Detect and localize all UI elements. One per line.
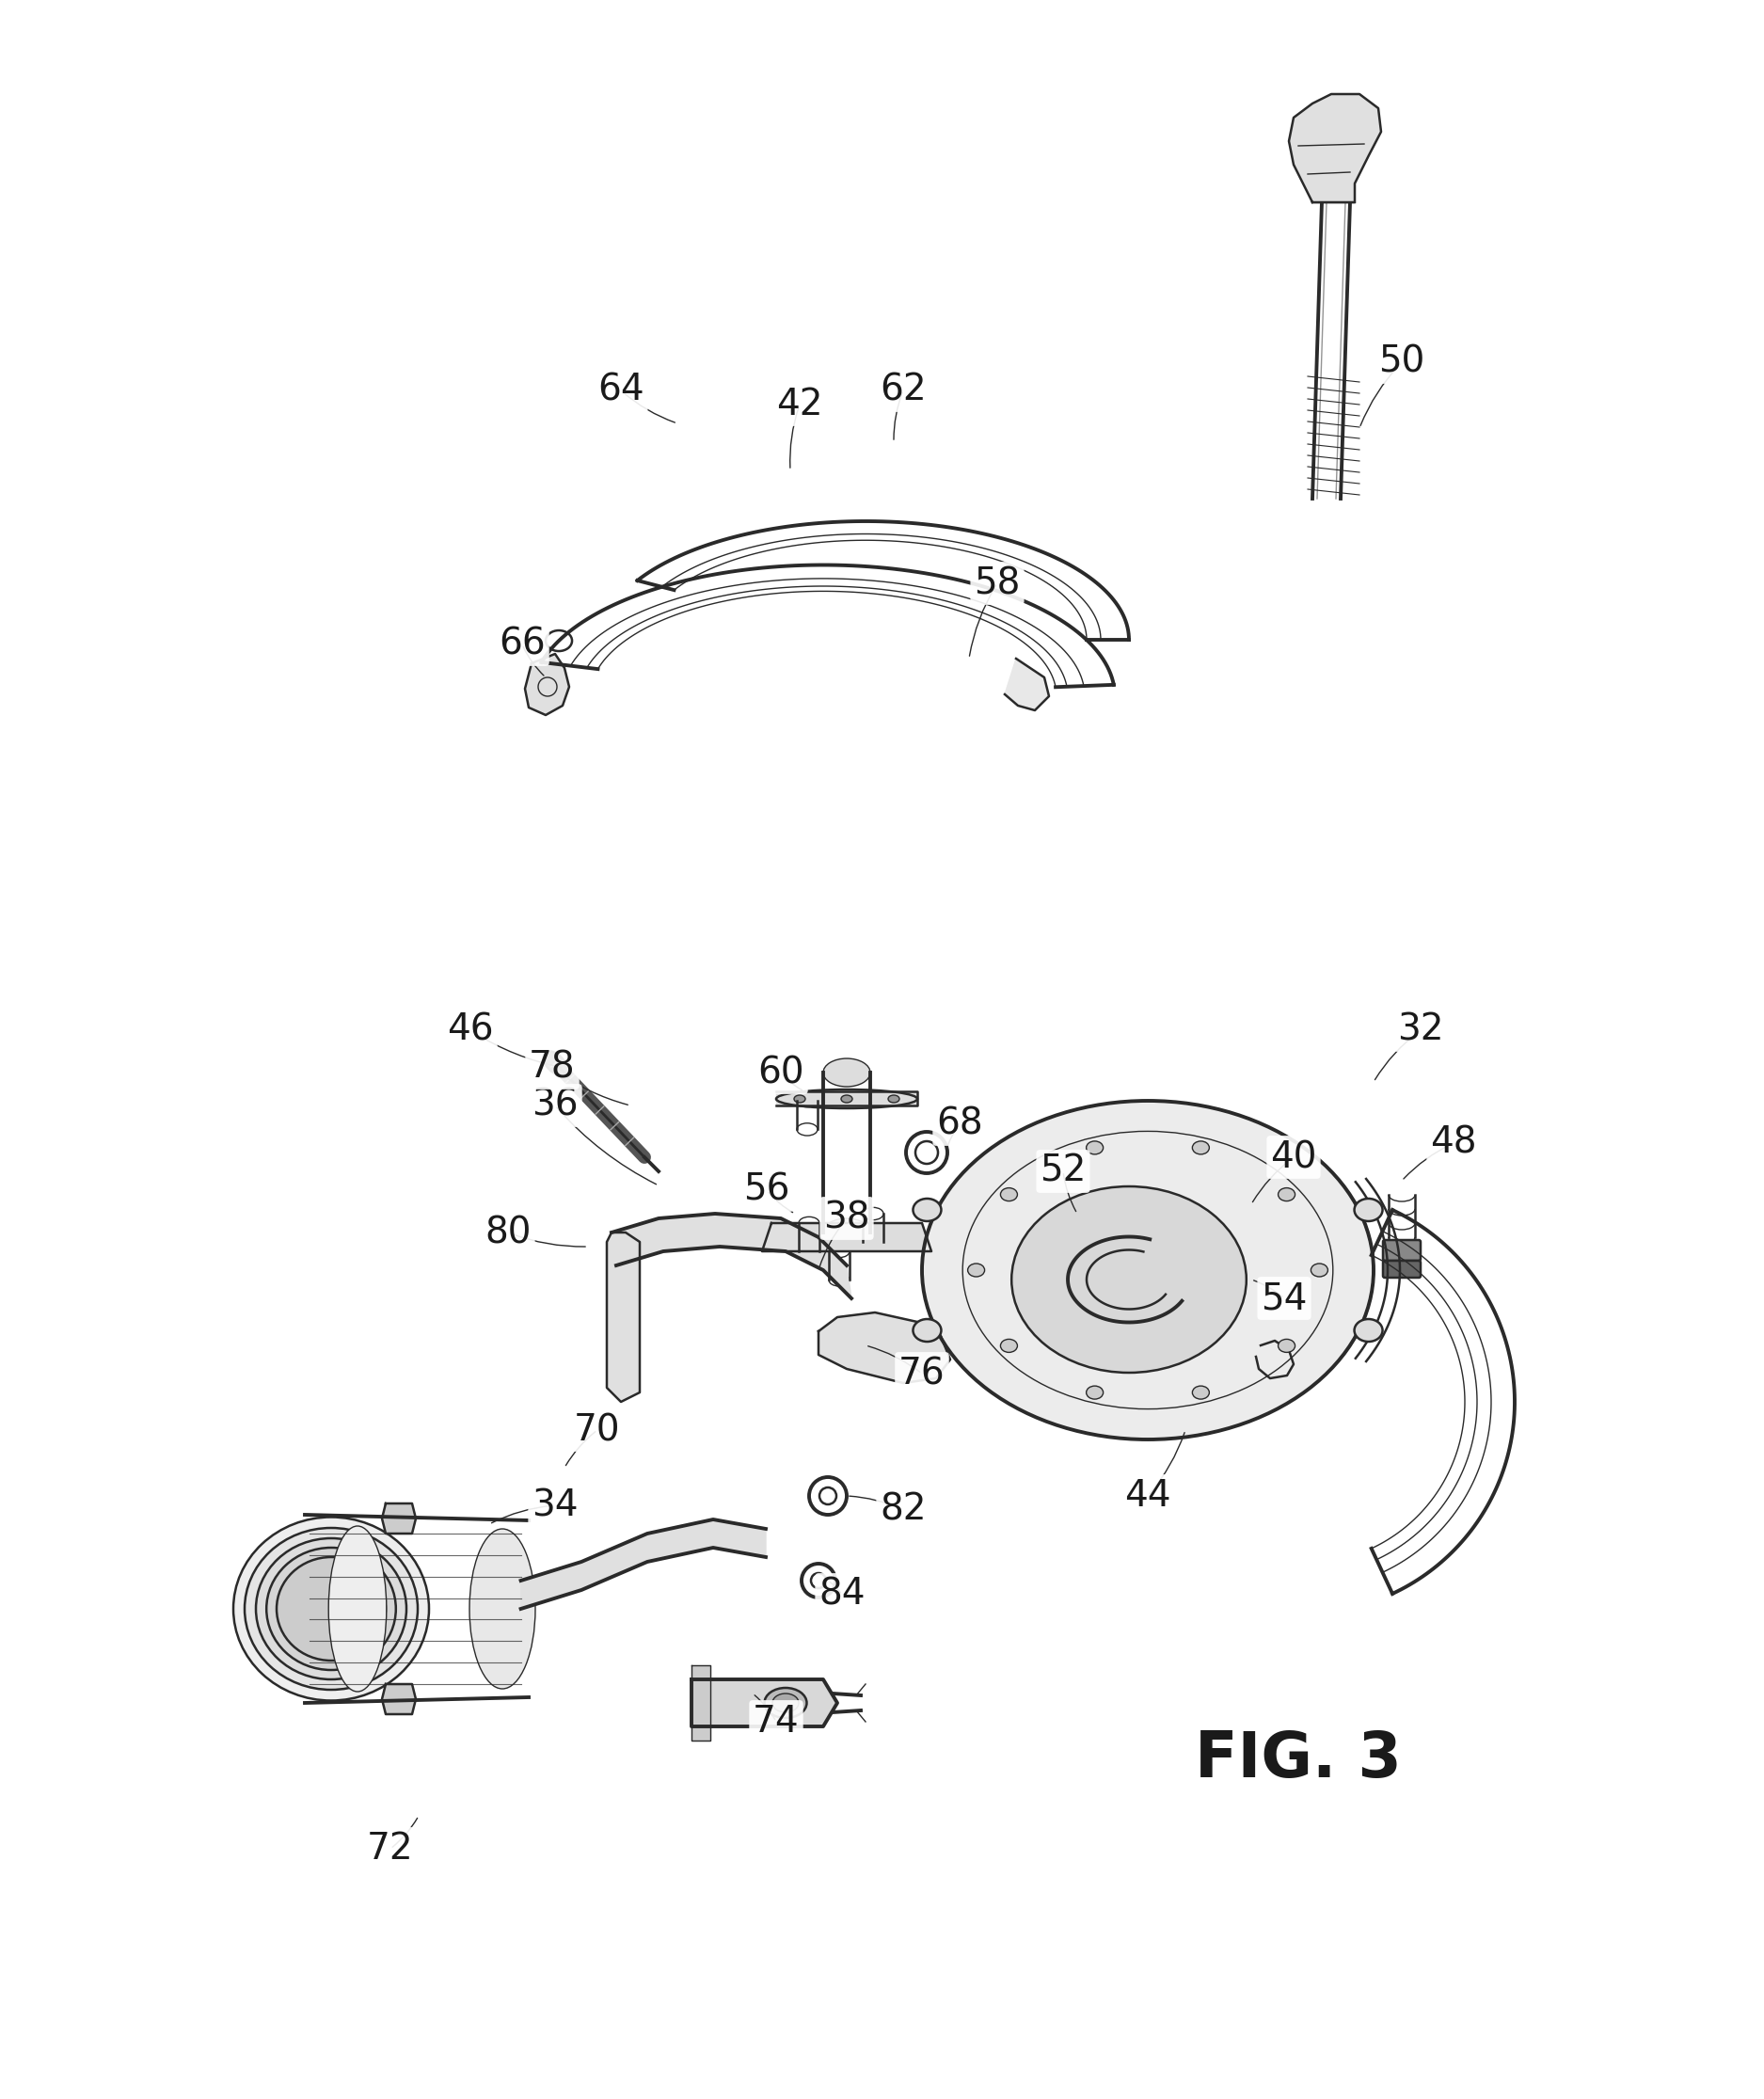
Polygon shape	[1256, 1341, 1293, 1379]
Polygon shape	[383, 1683, 416, 1715]
Polygon shape	[612, 1213, 852, 1299]
Ellipse shape	[1087, 1385, 1102, 1400]
Ellipse shape	[1355, 1318, 1383, 1341]
Text: 82: 82	[880, 1492, 926, 1528]
Text: 78: 78	[529, 1050, 575, 1085]
Text: 84: 84	[818, 1576, 866, 1612]
Ellipse shape	[1192, 1142, 1210, 1154]
Text: 36: 36	[531, 1087, 579, 1123]
Ellipse shape	[1279, 1188, 1295, 1201]
Ellipse shape	[914, 1318, 942, 1341]
Text: 32: 32	[1397, 1012, 1445, 1047]
Text: 62: 62	[880, 372, 926, 409]
FancyBboxPatch shape	[1383, 1241, 1420, 1261]
Ellipse shape	[1087, 1142, 1102, 1154]
Text: 60: 60	[757, 1054, 804, 1089]
Ellipse shape	[277, 1557, 386, 1660]
Text: 68: 68	[937, 1106, 983, 1142]
Polygon shape	[818, 1312, 951, 1383]
Text: 34: 34	[531, 1488, 579, 1524]
Ellipse shape	[887, 1096, 900, 1102]
Ellipse shape	[1279, 1339, 1295, 1352]
Ellipse shape	[764, 1688, 806, 1717]
Text: 44: 44	[1124, 1478, 1171, 1513]
Polygon shape	[1005, 659, 1050, 709]
Ellipse shape	[1011, 1186, 1247, 1373]
Ellipse shape	[841, 1096, 852, 1102]
Text: 74: 74	[753, 1704, 799, 1740]
Ellipse shape	[1000, 1188, 1018, 1201]
Text: FIG. 3: FIG. 3	[1194, 1727, 1402, 1790]
Text: 48: 48	[1431, 1125, 1476, 1161]
Ellipse shape	[824, 1058, 870, 1087]
Ellipse shape	[794, 1096, 806, 1102]
Text: 38: 38	[824, 1201, 870, 1236]
Text: 56: 56	[743, 1171, 790, 1209]
Ellipse shape	[1355, 1199, 1383, 1222]
Polygon shape	[691, 1679, 838, 1727]
Text: 58: 58	[974, 565, 1020, 600]
Ellipse shape	[469, 1528, 534, 1690]
Ellipse shape	[1192, 1385, 1210, 1400]
Text: 42: 42	[776, 386, 824, 422]
Text: 40: 40	[1270, 1140, 1318, 1175]
Ellipse shape	[968, 1264, 984, 1276]
Text: 70: 70	[573, 1413, 621, 1448]
Text: 72: 72	[367, 1830, 415, 1866]
Polygon shape	[520, 1520, 766, 1608]
Ellipse shape	[923, 1100, 1374, 1440]
Text: 66: 66	[499, 628, 545, 663]
Polygon shape	[776, 1091, 917, 1106]
Text: 54: 54	[1261, 1280, 1307, 1316]
FancyBboxPatch shape	[1383, 1261, 1420, 1278]
Text: 80: 80	[485, 1215, 531, 1251]
Ellipse shape	[914, 1199, 942, 1222]
Polygon shape	[762, 1224, 931, 1251]
Polygon shape	[607, 1232, 640, 1402]
Ellipse shape	[1000, 1339, 1018, 1352]
Polygon shape	[1289, 94, 1381, 202]
Polygon shape	[526, 655, 570, 716]
Ellipse shape	[245, 1528, 418, 1690]
Ellipse shape	[773, 1694, 799, 1713]
Polygon shape	[691, 1665, 711, 1740]
Ellipse shape	[266, 1547, 395, 1671]
Text: 64: 64	[598, 372, 644, 409]
Ellipse shape	[256, 1539, 406, 1679]
Ellipse shape	[543, 1052, 566, 1075]
Ellipse shape	[233, 1518, 429, 1700]
Ellipse shape	[328, 1526, 386, 1692]
Ellipse shape	[824, 1217, 870, 1247]
Text: 50: 50	[1379, 344, 1425, 380]
Text: 76: 76	[898, 1356, 946, 1392]
Text: 52: 52	[1041, 1154, 1087, 1190]
Ellipse shape	[1311, 1264, 1328, 1276]
Polygon shape	[383, 1503, 416, 1534]
Text: 46: 46	[446, 1012, 494, 1047]
